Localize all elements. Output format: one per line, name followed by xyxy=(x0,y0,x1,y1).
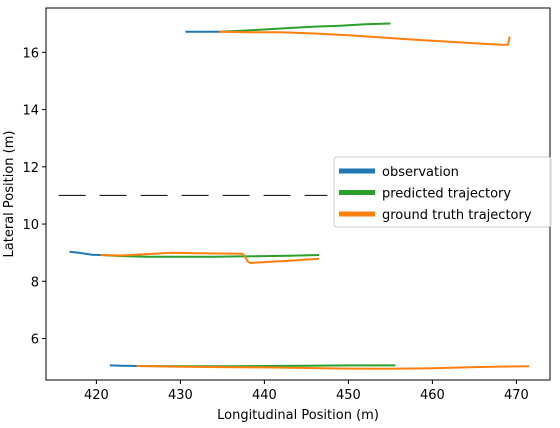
series-1-track-3 xyxy=(109,364,137,367)
series-3-track-3 xyxy=(136,365,530,370)
y-axis-label: Lateral Position (m) xyxy=(2,131,17,258)
legend-label: ground truth trajectory xyxy=(382,208,532,223)
y-tick-label: 10 xyxy=(22,218,39,233)
legend-items: observation predicted trajectory ground tr… xyxy=(339,165,532,223)
x-axis-label: Longitudinal Position (m) xyxy=(217,408,379,423)
x-tick-label: 450 xyxy=(336,388,361,403)
y-tick-label: 6 xyxy=(31,333,39,348)
x-tick-label: 420 xyxy=(84,388,109,403)
y-tick-label: 14 xyxy=(22,104,39,119)
y-tick-label: 16 xyxy=(22,46,39,61)
y-tick-label: 12 xyxy=(22,161,39,176)
series-2-track-2 xyxy=(100,254,320,258)
series-3-track-2 xyxy=(100,251,320,264)
legend-label: observation xyxy=(382,165,459,180)
x-tick-label: 470 xyxy=(504,388,529,403)
y-axis-ticks: 6 8 10 12 14 16 xyxy=(22,46,46,348)
x-tick-label: 460 xyxy=(420,388,445,403)
x-tick-label: 430 xyxy=(168,388,193,403)
series-3-track-1 xyxy=(218,30,511,46)
legend-frame xyxy=(333,156,552,228)
legend: observation predicted trajectory ground tr… xyxy=(333,156,552,228)
series-2-track-1 xyxy=(218,22,391,33)
y-tick-label: 8 xyxy=(31,275,39,290)
legend-label: predicted trajectory xyxy=(382,187,511,202)
x-axis-ticks: 420 430 440 450 460 470 xyxy=(84,380,529,403)
series-layer xyxy=(69,22,530,370)
series-1-track-2 xyxy=(69,250,101,256)
x-tick-label: 440 xyxy=(252,388,277,403)
